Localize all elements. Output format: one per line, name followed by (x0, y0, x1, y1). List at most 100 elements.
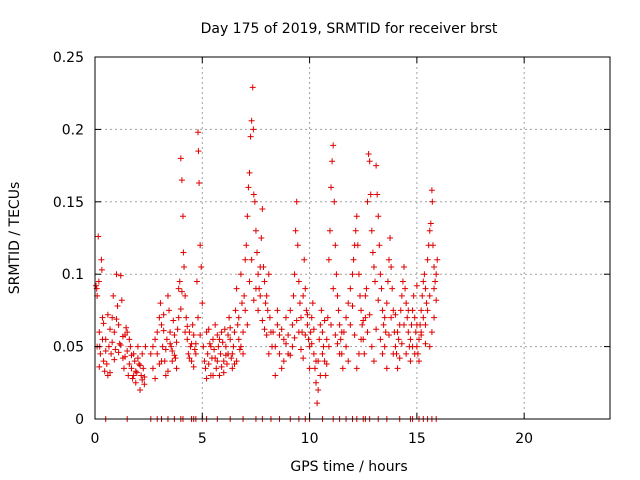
data-point (196, 180, 202, 186)
data-point (102, 368, 108, 374)
data-point (306, 336, 312, 342)
data-point (119, 297, 125, 303)
data-point (168, 344, 174, 350)
data-point (385, 278, 391, 284)
data-point (375, 297, 381, 303)
data-point (182, 329, 188, 335)
data-point (174, 339, 180, 345)
data-point (231, 329, 237, 335)
data-point (266, 351, 272, 357)
data-point (287, 307, 293, 313)
data-point (319, 329, 325, 335)
data-point (135, 344, 141, 350)
data-point (254, 249, 260, 255)
data-point (250, 84, 256, 90)
data-point (285, 332, 291, 338)
data-point (255, 307, 261, 313)
data-point (421, 271, 427, 277)
data-point (133, 380, 139, 386)
data-point (352, 332, 358, 338)
data-point (181, 264, 187, 270)
data-point (410, 307, 416, 313)
data-point (236, 315, 242, 321)
data-point (272, 373, 278, 379)
data-point (166, 307, 172, 313)
data-point (111, 329, 117, 335)
data-point (176, 286, 182, 292)
data-point (132, 358, 138, 364)
data-point (250, 126, 256, 132)
data-point (264, 332, 270, 338)
data-point (164, 336, 170, 342)
data-point (314, 400, 320, 406)
x-tick-label: 10 (301, 431, 319, 447)
data-point (247, 170, 253, 176)
data-point (294, 318, 300, 324)
data-point (303, 307, 309, 313)
data-point (380, 307, 386, 313)
data-point (137, 387, 143, 393)
data-point (220, 339, 226, 345)
data-point (358, 307, 364, 313)
data-point (371, 264, 377, 270)
data-point (237, 346, 243, 352)
data-point (169, 358, 175, 364)
data-point (422, 341, 428, 347)
data-point (296, 329, 302, 335)
data-point (177, 278, 183, 284)
data-point (427, 228, 433, 234)
data-point (96, 364, 102, 370)
data-point (211, 346, 217, 352)
data-point (190, 322, 196, 328)
data-point (334, 341, 340, 347)
data-point (179, 177, 185, 183)
data-point (343, 315, 349, 321)
data-point (401, 322, 407, 328)
data-point (425, 307, 431, 313)
data-point (160, 344, 166, 350)
data-point (175, 326, 181, 332)
data-point (340, 365, 346, 371)
data-point (100, 315, 106, 321)
data-point (195, 148, 201, 154)
data-point (386, 257, 392, 263)
data-point (353, 228, 359, 234)
data-point (371, 358, 377, 364)
data-point (218, 351, 224, 357)
data-point (419, 293, 425, 299)
data-point (412, 315, 418, 321)
data-point (242, 257, 248, 263)
data-point (334, 293, 340, 299)
data-point (167, 341, 173, 347)
data-point (127, 344, 133, 350)
data-point (384, 365, 390, 371)
data-point (368, 192, 374, 198)
data-point (359, 322, 365, 328)
data-point (328, 322, 334, 328)
data-point (392, 344, 398, 350)
data-point (204, 375, 210, 381)
data-point (159, 322, 165, 328)
data-point (301, 257, 307, 263)
data-point (238, 271, 244, 277)
data-point (239, 300, 245, 306)
data-point (289, 322, 295, 328)
data-point (205, 351, 211, 357)
data-point (295, 242, 301, 248)
y-tick-label: 0.2 (62, 122, 84, 138)
data-point (390, 351, 396, 357)
data-point (427, 293, 433, 299)
data-point (182, 293, 188, 299)
data-point (330, 286, 336, 292)
data-point (178, 155, 184, 161)
data-point (411, 293, 417, 299)
data-point (262, 278, 268, 284)
data-point (230, 344, 236, 350)
data-point (194, 278, 200, 284)
data-point (350, 271, 356, 277)
data-point (118, 273, 124, 279)
data-point (161, 328, 167, 334)
data-point (420, 315, 426, 321)
data-point (316, 336, 322, 342)
data-point (317, 322, 323, 328)
